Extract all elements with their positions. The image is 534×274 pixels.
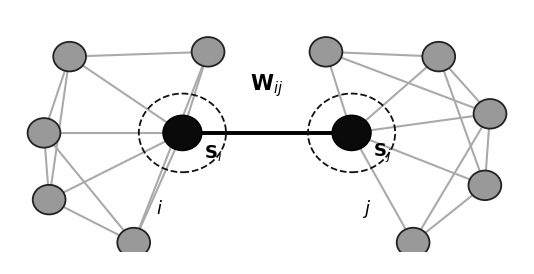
Ellipse shape — [422, 42, 455, 72]
Ellipse shape — [310, 37, 342, 67]
Text: $\mathit{j}$: $\mathit{j}$ — [363, 198, 372, 220]
Ellipse shape — [474, 99, 506, 129]
Ellipse shape — [117, 228, 150, 257]
Text: $\mathbf{S}_{j}$: $\mathbf{S}_{j}$ — [373, 142, 391, 165]
Text: $\mathbf{S}_{i}$: $\mathbf{S}_{i}$ — [204, 143, 223, 163]
Ellipse shape — [33, 185, 66, 215]
Ellipse shape — [397, 228, 429, 257]
Ellipse shape — [192, 37, 224, 67]
Text: $\mathit{i}$: $\mathit{i}$ — [156, 200, 163, 218]
Ellipse shape — [468, 170, 501, 200]
Ellipse shape — [163, 115, 202, 150]
Text: $\mathbf{W}_{ij}$: $\mathbf{W}_{ij}$ — [250, 72, 284, 99]
Ellipse shape — [28, 118, 60, 148]
Ellipse shape — [53, 42, 86, 72]
Ellipse shape — [332, 115, 371, 150]
